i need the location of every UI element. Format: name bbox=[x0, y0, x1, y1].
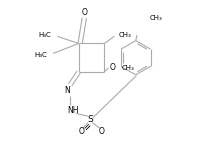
Text: CH₃: CH₃ bbox=[149, 15, 162, 21]
Text: H₃C: H₃C bbox=[39, 32, 51, 38]
Text: S: S bbox=[87, 115, 93, 124]
Text: O: O bbox=[81, 8, 87, 17]
Text: H₃C: H₃C bbox=[34, 52, 47, 58]
Text: O: O bbox=[98, 127, 104, 136]
Text: =: = bbox=[82, 121, 95, 133]
Text: CH₃: CH₃ bbox=[121, 65, 134, 71]
Text: NH: NH bbox=[67, 106, 78, 115]
Text: O: O bbox=[78, 127, 84, 136]
Text: N: N bbox=[64, 86, 70, 95]
Text: O: O bbox=[109, 63, 115, 72]
Text: CH₃: CH₃ bbox=[118, 32, 131, 38]
